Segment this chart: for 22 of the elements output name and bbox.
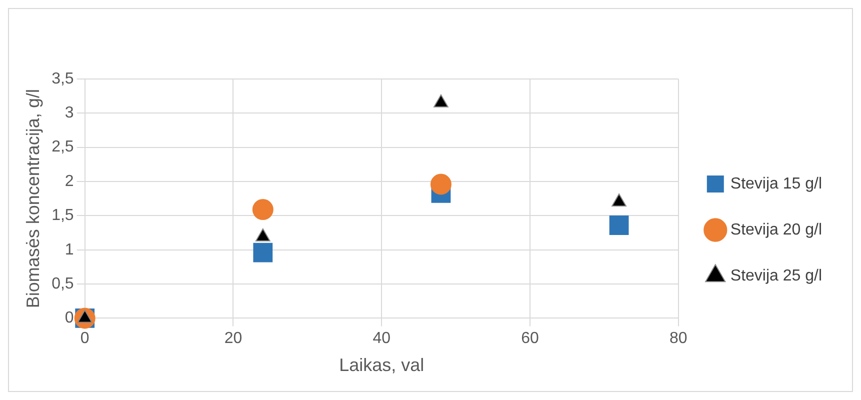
y-tick-label: 2,5 [52, 138, 74, 156]
x-axis-title: Laikas, val [339, 355, 424, 376]
point [430, 174, 452, 195]
y-tick-label: 0,5 [52, 275, 74, 292]
y-tick-label: 3 [64, 104, 74, 122]
y-tick-label: 1,5 [52, 207, 74, 224]
point [252, 199, 274, 220]
y-tick-label: 1 [64, 241, 74, 258]
y-axis-title: Biomasės koncentracija, g/l [22, 89, 43, 308]
x-tick-label: 80 [669, 330, 688, 348]
legend-label: Stevija 20 g/l [730, 221, 822, 238]
x-tick-label: 20 [224, 330, 242, 348]
legend-label: Stevija 15 g/l [730, 175, 822, 192]
y-tick-label: 3,5 [52, 70, 74, 88]
legend-label: Stevija 25 g/l [730, 267, 822, 284]
x-tick-label: 60 [521, 330, 540, 348]
x-tick-label: 40 [372, 330, 391, 348]
point [609, 216, 629, 235]
y-tick-label: 2 [64, 172, 74, 190]
y-tick-label: 0 [64, 310, 74, 327]
point [253, 242, 273, 262]
x-tick-label: 0 [80, 330, 90, 348]
